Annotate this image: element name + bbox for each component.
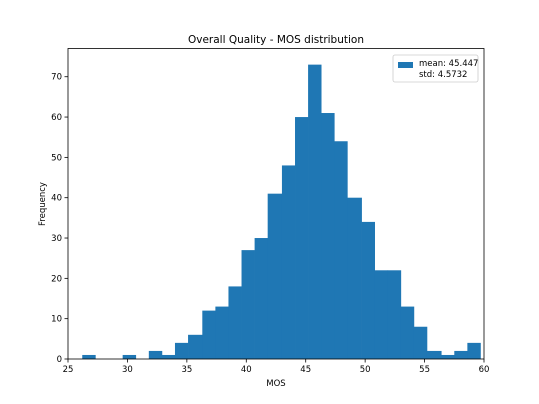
histogram-bar-7 — [174, 342, 189, 359]
plot-frame — [67, 48, 485, 360]
x-tick-label-4: 45 — [300, 365, 311, 375]
histogram-bar-5 — [148, 350, 163, 359]
histogram-bar-25 — [413, 326, 428, 359]
histogram-bar-13 — [254, 238, 269, 359]
histogram-bar-18 — [321, 113, 335, 360]
legend-box — [392, 54, 479, 83]
legend-swatch — [398, 62, 413, 68]
x-axis-ticks: 25 30 35 40 45 50 55 60 — [63, 359, 490, 375]
y-axis-ticks: 0 10 20 30 40 50 60 70 — [51, 73, 68, 365]
histogram-bar-0 — [82, 354, 96, 359]
histogram-bar-24 — [400, 306, 415, 359]
histogram-bar-23 — [387, 270, 402, 359]
y-tick-label-5: 50 — [51, 153, 62, 163]
y-axis-label: Frequency — [38, 182, 48, 226]
histogram-bar-28 — [454, 350, 468, 359]
histogram-bar-22 — [374, 270, 389, 359]
histogram-bars — [82, 64, 481, 360]
y-tick-label-1: 10 — [51, 315, 62, 325]
histogram-bar-21 — [361, 221, 375, 359]
y-tick-label-4: 40 — [51, 194, 62, 204]
y-tick-label-0: 0 — [57, 355, 62, 365]
legend: mean: 45.447 std: 4.5732 — [392, 54, 479, 83]
histogram-bar-12 — [241, 250, 255, 359]
histogram-bar-17 — [308, 64, 322, 359]
x-tick-label-3: 40 — [241, 365, 252, 375]
y-tick-label-2: 20 — [51, 274, 62, 284]
histogram-bar-6 — [161, 354, 176, 359]
x-tick-label-6: 55 — [419, 365, 430, 375]
x-axis-label: MOS — [266, 379, 285, 389]
histogram-bar-14 — [267, 193, 283, 359]
histogram-bar-8 — [188, 334, 203, 359]
histogram-bar-10 — [215, 306, 229, 359]
x-tick-label-1: 30 — [122, 365, 133, 375]
histogram-bar-11 — [228, 286, 242, 359]
legend-std-text: std: 4.5732 — [419, 70, 467, 80]
y-tick-label-7: 70 — [51, 73, 62, 83]
x-tick-label-5: 50 — [360, 365, 371, 375]
y-tick-label-3: 30 — [51, 234, 62, 244]
histogram-bar-26 — [426, 350, 442, 359]
histogram-bar-15 — [281, 165, 296, 359]
x-tick-label-0: 25 — [63, 365, 74, 375]
histogram-bar-27 — [441, 354, 455, 359]
histogram-bar-20 — [347, 197, 362, 359]
histogram-bar-19 — [334, 141, 348, 359]
x-tick-label-7: 60 — [479, 365, 490, 375]
chart-title: Overall Quality - MOS distribution — [188, 34, 364, 46]
histogram-bar-3 — [122, 354, 137, 359]
histogram-bar-29 — [467, 342, 481, 359]
y-tick-label-6: 60 — [51, 113, 62, 123]
x-tick-label-2: 35 — [181, 365, 192, 375]
histogram-bar-16 — [295, 117, 309, 359]
legend-mean-text: mean: 45.447 — [419, 59, 478, 69]
histogram-bar-9 — [202, 310, 216, 359]
